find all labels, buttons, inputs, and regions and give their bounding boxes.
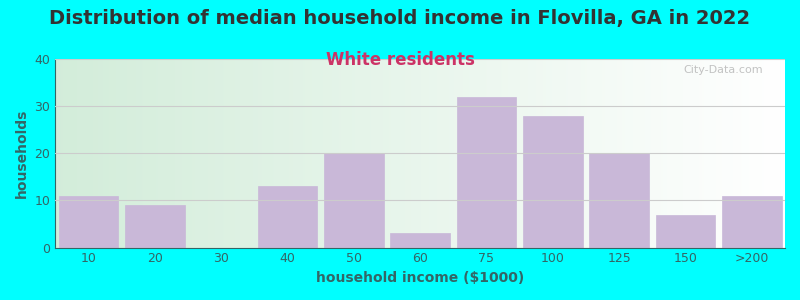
X-axis label: household income ($1000): household income ($1000): [316, 271, 524, 285]
Bar: [590, 153, 649, 248]
Bar: [722, 196, 782, 247]
Bar: [324, 153, 384, 248]
Text: Distribution of median household income in Flovilla, GA in 2022: Distribution of median household income …: [50, 9, 750, 28]
Bar: [457, 97, 516, 248]
Bar: [125, 205, 185, 248]
Bar: [523, 116, 582, 247]
Bar: [58, 196, 118, 247]
Bar: [656, 214, 715, 248]
Bar: [258, 186, 318, 248]
Y-axis label: households: households: [15, 109, 29, 198]
Bar: [390, 233, 450, 248]
Text: City-Data.com: City-Data.com: [683, 65, 763, 75]
Text: White residents: White residents: [326, 51, 474, 69]
